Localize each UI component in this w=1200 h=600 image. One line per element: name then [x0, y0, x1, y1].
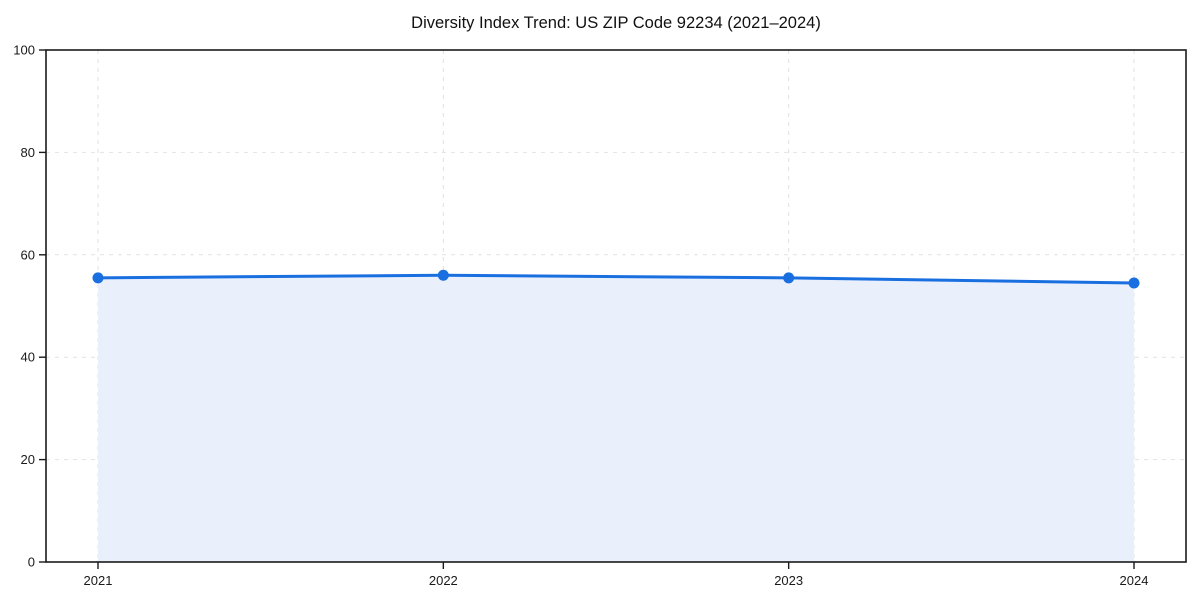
y-tick-label: 100 [13, 43, 35, 58]
y-tick-label: 60 [21, 247, 35, 262]
chart-title: Diversity Index Trend: US ZIP Code 92234… [411, 14, 821, 32]
data-point-marker [1128, 277, 1140, 289]
y-tick-label: 0 [28, 555, 35, 570]
data-point-marker [437, 269, 449, 281]
data-point-marker [92, 272, 104, 284]
x-tick-label: 2021 [84, 573, 113, 588]
x-tick-label: 2024 [1120, 573, 1149, 588]
area-fill [98, 275, 1134, 562]
y-tick-label: 40 [21, 350, 35, 365]
data-point-marker [783, 272, 795, 284]
x-tick-label: 2023 [774, 573, 803, 588]
y-tick-label: 20 [21, 452, 35, 467]
y-tick-label: 80 [21, 145, 35, 160]
axes-layer: 0 20 40 60 80 100 2021 2022 2023 2024 [13, 43, 1187, 588]
trend-line [96, 273, 1136, 285]
plot-frame [45, 49, 1187, 563]
series-layer [92, 269, 1140, 562]
x-tick-label: 2022 [429, 573, 458, 588]
